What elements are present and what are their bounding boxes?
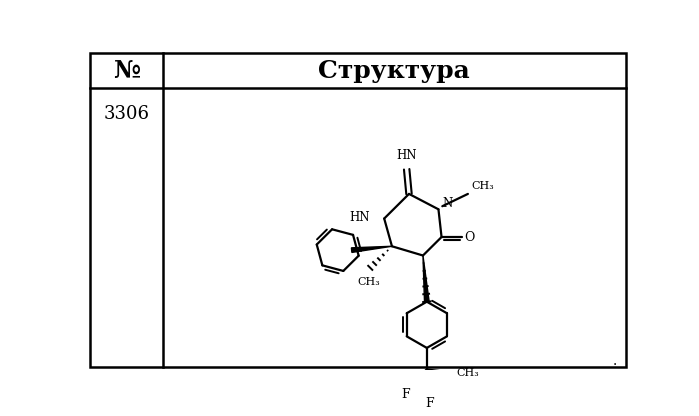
Text: F: F <box>426 397 434 410</box>
Text: .: . <box>613 354 617 368</box>
Polygon shape <box>423 255 429 302</box>
Text: F: F <box>402 388 410 401</box>
Text: N: N <box>442 197 452 210</box>
Polygon shape <box>352 246 392 253</box>
Text: O: O <box>464 230 475 243</box>
Text: CH₃: CH₃ <box>357 277 380 287</box>
Text: CH₃: CH₃ <box>456 368 479 378</box>
Text: №: № <box>113 59 140 83</box>
Text: HN: HN <box>350 210 370 223</box>
Text: CH₃: CH₃ <box>471 181 493 191</box>
Text: 3306: 3306 <box>103 105 150 124</box>
Text: HN: HN <box>396 149 417 161</box>
Text: Структура: Структура <box>319 59 470 83</box>
